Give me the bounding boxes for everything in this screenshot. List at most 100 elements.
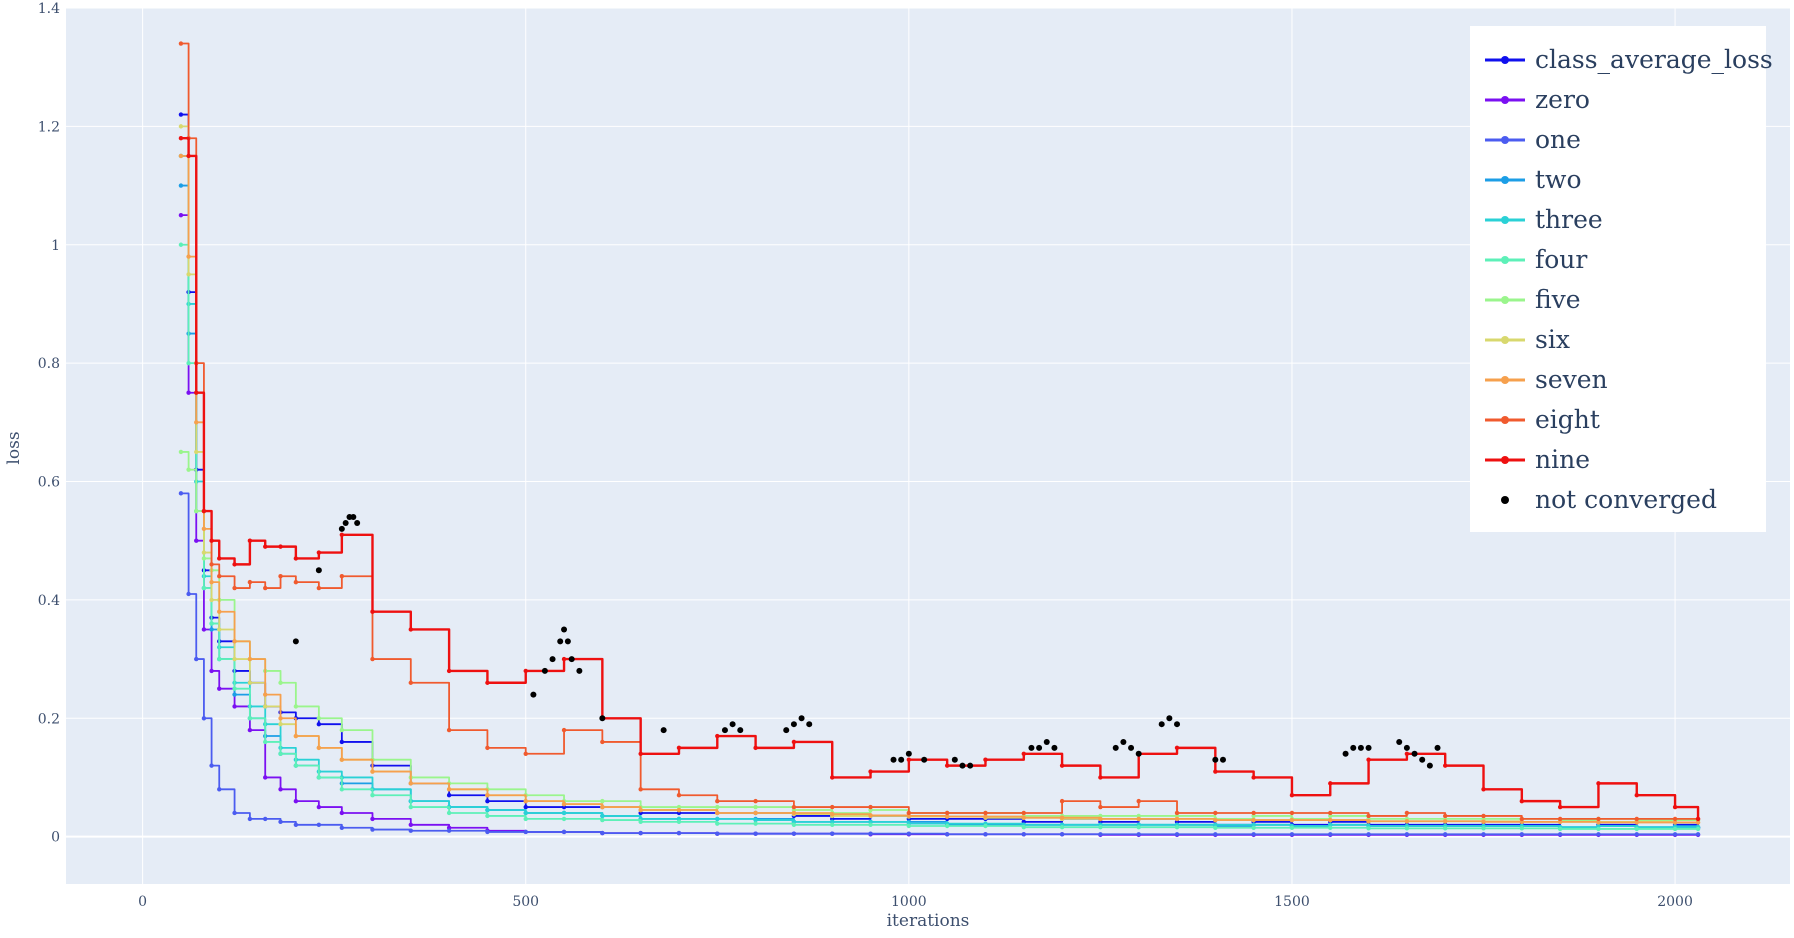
point-seven (1289, 817, 1295, 823)
point-one (446, 828, 452, 833)
legend-item-class-average-loss[interactable]: class_average_loss (1485, 45, 1773, 74)
point-four (1634, 826, 1639, 832)
not-converged-point (1135, 750, 1142, 757)
point-four (600, 817, 605, 823)
point-nine (1596, 781, 1601, 786)
point-seven (1174, 816, 1180, 822)
point-five (201, 556, 207, 561)
point-four (186, 360, 191, 366)
y-axis-ticks: 0 0.2 0.4 0.6 0.8 1 1.2 1.4 (38, 1, 60, 846)
point-seven (1098, 816, 1103, 822)
legend-item-two[interactable]: two (1485, 165, 1582, 194)
point-one (408, 828, 413, 833)
point-zero (316, 804, 322, 810)
point-nine (263, 544, 268, 549)
legend-label: class_average_loss (1535, 45, 1773, 74)
legend-item-one[interactable]: one (1485, 125, 1581, 154)
point-four (944, 823, 950, 829)
not-converged-point (1357, 744, 1364, 751)
point-one (316, 822, 322, 828)
series-layer (178, 41, 1701, 838)
point-eight (1557, 816, 1563, 822)
point-eight (1136, 798, 1141, 804)
point-four (1404, 826, 1410, 831)
point-five (186, 467, 191, 472)
legend-item-nine[interactable]: nine (1485, 445, 1590, 474)
point-one (1443, 832, 1448, 837)
point-two (209, 627, 214, 632)
point-nine (1672, 804, 1678, 810)
not-converged-point (338, 525, 345, 532)
point-seven (293, 733, 299, 739)
legend-item-seven[interactable]: seven (1485, 365, 1608, 394)
point-eight (638, 787, 643, 792)
point-one (600, 830, 605, 836)
point-seven (791, 810, 797, 816)
point-four (983, 823, 988, 829)
point-three (523, 810, 528, 816)
point-seven (339, 757, 345, 762)
point-eight (316, 585, 322, 591)
point-eight (446, 727, 452, 733)
point-seven (1213, 817, 1218, 823)
not-converged-point (790, 721, 797, 728)
point-eight (868, 804, 873, 810)
point-four (263, 739, 268, 745)
not-converged-point (951, 756, 958, 763)
not-converged-point (561, 626, 568, 633)
legend-item-zero[interactable]: zero (1485, 85, 1590, 114)
point-seven (316, 745, 322, 751)
series-seven (178, 153, 1701, 825)
point-eight (1481, 813, 1486, 819)
point-nine (1098, 775, 1103, 780)
point-four (830, 822, 835, 828)
point-six (247, 680, 253, 685)
point-four (1136, 824, 1141, 830)
point-four (791, 822, 797, 828)
point-five (715, 804, 720, 810)
point-one (1481, 832, 1486, 837)
legend-item-four[interactable]: four (1485, 245, 1587, 274)
point-six (217, 627, 222, 632)
not-converged-point (1426, 762, 1433, 769)
not-converged-point (1396, 738, 1403, 745)
legend-swatch-marker (1501, 56, 1509, 64)
point-seven (1251, 817, 1256, 823)
legend-item-six[interactable]: six (1485, 325, 1570, 354)
point-four (676, 819, 682, 825)
point-eight (485, 745, 490, 751)
not-converged-point (1028, 744, 1035, 751)
point-eight (1519, 816, 1525, 822)
point-zero (408, 822, 413, 828)
point-four (1251, 825, 1256, 830)
not-converged-point (798, 715, 805, 722)
point-nine (676, 745, 682, 751)
point-one (1404, 832, 1410, 837)
point-eight (263, 585, 268, 591)
not-converged-point (1128, 744, 1135, 751)
legend-item-five[interactable]: five (1485, 285, 1581, 314)
point-three (485, 807, 490, 813)
legend-item-eight[interactable]: eight (1485, 405, 1600, 434)
point-nine (1174, 745, 1180, 751)
point-four (1213, 825, 1218, 830)
point-four (1289, 825, 1295, 830)
point-four (316, 775, 322, 780)
legend-background (1470, 26, 1766, 532)
point-class-average-loss (523, 804, 528, 810)
point-three (715, 816, 720, 822)
point-eight (247, 579, 253, 585)
not-converged-point (541, 667, 548, 674)
legend-item-three[interactable]: three (1485, 205, 1603, 234)
point-nine (868, 769, 873, 774)
not-converged-point (1212, 756, 1219, 763)
legend-item-not-converged[interactable]: not converged (1501, 485, 1717, 514)
point-seven (485, 793, 490, 798)
point-class-average-loss (446, 793, 452, 798)
point-three (753, 817, 758, 823)
y-tick-label: 0.8 (38, 356, 60, 372)
point-one (247, 816, 253, 822)
legend-label: one (1535, 125, 1581, 154)
legend-swatch-marker (1501, 216, 1509, 224)
